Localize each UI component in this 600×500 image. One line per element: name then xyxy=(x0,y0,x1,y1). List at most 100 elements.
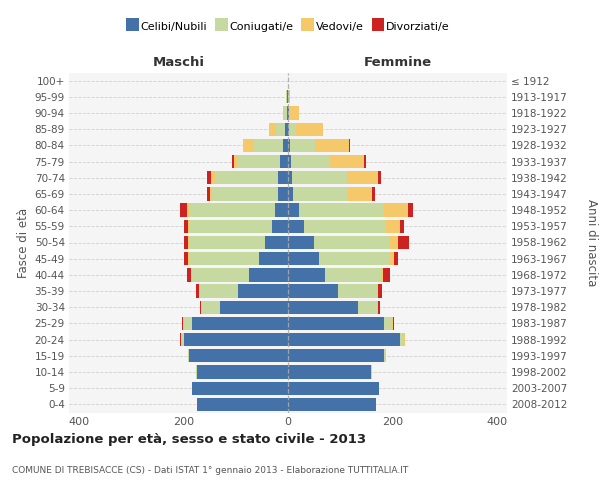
Bar xyxy=(290,106,299,120)
Bar xyxy=(238,284,288,298)
Bar xyxy=(288,317,385,330)
Bar xyxy=(288,349,385,362)
Bar xyxy=(348,188,372,200)
Bar xyxy=(286,90,287,104)
Bar xyxy=(377,300,380,314)
Bar xyxy=(386,220,400,233)
Bar xyxy=(381,268,383,281)
Bar xyxy=(286,122,288,136)
Bar xyxy=(314,236,389,249)
Bar xyxy=(184,317,191,330)
Bar xyxy=(283,138,288,152)
Bar xyxy=(280,155,288,168)
Bar xyxy=(272,220,288,233)
Text: Popolazione per età, sesso e stato civile - 2013: Popolazione per età, sesso e stato civil… xyxy=(12,432,366,446)
Bar xyxy=(189,220,272,233)
Bar xyxy=(288,382,379,395)
Bar xyxy=(197,398,288,411)
Bar xyxy=(398,236,409,249)
Bar xyxy=(289,106,290,120)
Bar xyxy=(383,268,389,281)
Bar xyxy=(299,204,384,217)
Bar xyxy=(288,138,290,152)
Bar xyxy=(189,204,275,217)
Bar xyxy=(288,204,299,217)
Bar xyxy=(288,284,338,298)
Bar xyxy=(238,155,280,168)
Bar xyxy=(325,268,381,281)
Bar xyxy=(315,138,349,152)
Bar xyxy=(288,333,400,346)
Bar xyxy=(196,284,199,298)
Bar xyxy=(187,204,189,217)
Bar xyxy=(389,236,398,249)
Bar xyxy=(288,252,319,266)
Bar xyxy=(184,252,188,266)
Bar xyxy=(189,252,259,266)
Bar xyxy=(304,220,386,233)
Bar xyxy=(265,236,288,249)
Bar xyxy=(389,252,394,266)
Bar xyxy=(207,188,210,200)
Bar xyxy=(188,349,189,362)
Y-axis label: Anni di nascita: Anni di nascita xyxy=(584,199,598,286)
Bar xyxy=(288,220,304,233)
Bar xyxy=(197,366,288,378)
Bar xyxy=(180,204,187,217)
Bar xyxy=(400,220,404,233)
Bar xyxy=(288,268,325,281)
Bar xyxy=(293,188,348,200)
Bar xyxy=(188,220,189,233)
Bar xyxy=(292,171,347,184)
Bar xyxy=(377,284,378,298)
Bar xyxy=(287,106,288,120)
Bar xyxy=(199,284,238,298)
Bar xyxy=(212,188,278,200)
Bar xyxy=(358,300,377,314)
Bar xyxy=(288,155,290,168)
Bar xyxy=(378,171,381,184)
Bar xyxy=(269,122,276,136)
Bar xyxy=(278,171,288,184)
Bar xyxy=(210,188,212,200)
Bar xyxy=(259,252,288,266)
Bar xyxy=(372,188,374,200)
Bar xyxy=(288,122,289,136)
Bar xyxy=(349,138,350,152)
Bar xyxy=(191,268,249,281)
Bar xyxy=(191,382,288,395)
Bar xyxy=(184,333,288,346)
Bar xyxy=(254,138,283,152)
Bar xyxy=(283,106,284,120)
Bar xyxy=(242,138,254,152)
Bar xyxy=(290,155,330,168)
Bar xyxy=(393,317,394,330)
Bar xyxy=(284,106,287,120)
Bar xyxy=(278,188,288,200)
Bar xyxy=(385,317,392,330)
Bar xyxy=(276,122,286,136)
Bar xyxy=(189,236,265,249)
Bar xyxy=(364,155,366,168)
Bar xyxy=(275,204,288,217)
Bar xyxy=(319,252,389,266)
Bar xyxy=(181,333,184,346)
Bar xyxy=(288,171,292,184)
Bar xyxy=(184,220,188,233)
Bar xyxy=(191,317,288,330)
Legend: Celibi/Nubili, Coniugati/e, Vedovi/e, Divorziati/e: Celibi/Nubili, Coniugati/e, Vedovi/e, Di… xyxy=(122,17,454,36)
Text: COMUNE DI TREBISACCE (CS) - Dati ISTAT 1° gennaio 2013 - Elaborazione TUTTITALIA: COMUNE DI TREBISACCE (CS) - Dati ISTAT 1… xyxy=(12,466,408,475)
Bar xyxy=(288,398,376,411)
Bar xyxy=(289,90,290,104)
Bar xyxy=(189,349,288,362)
Bar xyxy=(384,204,408,217)
Bar xyxy=(220,300,288,314)
Bar xyxy=(288,188,293,200)
Bar xyxy=(182,317,183,330)
Y-axis label: Fasce di età: Fasce di età xyxy=(17,208,31,278)
Bar xyxy=(215,171,278,184)
Bar xyxy=(207,171,211,184)
Bar xyxy=(400,333,404,346)
Bar xyxy=(290,138,315,152)
Bar xyxy=(288,236,314,249)
